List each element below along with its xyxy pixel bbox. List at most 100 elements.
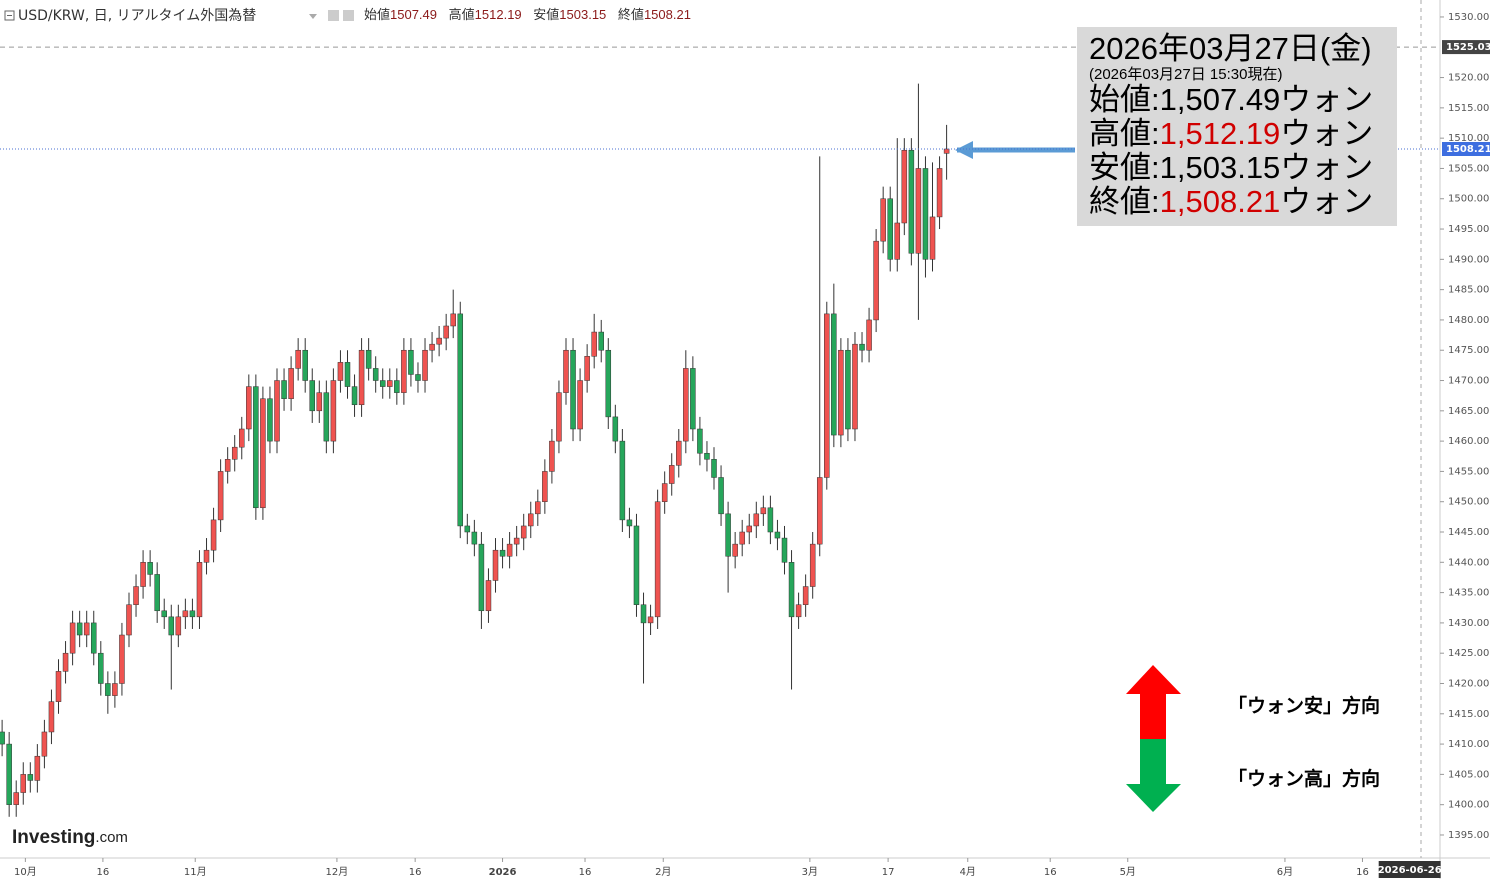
x-tick-label: 16 <box>97 867 110 878</box>
candle-body <box>267 398 273 442</box>
candle-body <box>908 150 915 254</box>
y-tick-label: 1440.00 <box>1448 557 1489 568</box>
y-tick-label: 1495.00 <box>1448 224 1489 235</box>
candle-body <box>443 325 449 339</box>
last-price-box <box>1442 141 1490 156</box>
candle-body <box>34 755 41 781</box>
annotation-date: 2026年03月27日(金) <box>1089 31 1372 66</box>
candle-body <box>901 150 908 224</box>
y-tick-label: 1480.00 <box>1448 315 1489 326</box>
label: 終値 <box>618 7 644 22</box>
y-tick-label: 1420.00 <box>1448 678 1489 689</box>
candle-body <box>112 683 118 696</box>
x-tick-label: 11月 <box>184 866 207 878</box>
x-tick-label: 6月 <box>1277 866 1293 878</box>
candle-body <box>358 349 365 406</box>
candle-body <box>824 313 830 478</box>
candle-body <box>612 416 619 442</box>
candle-body <box>894 222 901 260</box>
candle-body <box>492 549 499 581</box>
row-unit: ウォン <box>1280 116 1374 151</box>
candle-body <box>690 368 696 430</box>
row-value: 1,512.19 <box>1159 116 1281 151</box>
candle-body <box>499 549 506 557</box>
icon[interactable] <box>328 10 339 21</box>
row-value: 1,503.15 <box>1159 150 1281 185</box>
candle-body <box>210 519 217 551</box>
cursor-date-box <box>1378 861 1441 878</box>
candle-body <box>788 562 795 618</box>
x-tick-label: 4月 <box>960 866 976 878</box>
x-tick-label: 10月 <box>14 866 37 878</box>
y-tick-label: 1490.00 <box>1448 254 1489 265</box>
candle-body <box>556 392 562 442</box>
candle-body <box>295 349 301 369</box>
y-tick-label: 1415.00 <box>1448 709 1489 720</box>
collapse-icon[interactable] <box>4 10 15 21</box>
last-price-label: 1508.21 <box>1446 144 1490 155</box>
y-tick-label: 1505.00 <box>1448 163 1489 174</box>
candle-body <box>718 477 724 515</box>
candle-body <box>506 543 513 557</box>
candle-body <box>577 380 583 430</box>
candle-body <box>48 701 55 733</box>
candle-body <box>774 531 781 539</box>
candle-body <box>69 622 76 654</box>
row-unit: ウォン <box>1280 82 1374 117</box>
candle-body <box>422 349 428 381</box>
row-label: 終値: <box>1089 184 1160 219</box>
icon[interactable] <box>343 10 354 21</box>
x-tick-label: 2月 <box>655 866 671 878</box>
candle-body <box>175 616 182 636</box>
candle-body <box>189 610 196 618</box>
candle-body <box>943 148 950 154</box>
annotation-rows: 始値:1,507.49ウォン 高値:1,512.19ウォン 安値:1,503.15ウ… <box>1077 83 1397 219</box>
annotation-box: 2026年03月27日(金) (2026年03月27日 15:30現在) 始値:… <box>1077 27 1397 226</box>
down-arrow <box>1126 739 1181 812</box>
candle-body <box>231 446 238 460</box>
candle-body <box>668 465 675 484</box>
y-tick-label: 1520.00 <box>1448 73 1489 84</box>
reference-label-box <box>1442 40 1490 55</box>
cursor-date-label: 2026-06-26 <box>1378 865 1442 876</box>
candle-body <box>0 731 5 745</box>
candle-body <box>224 459 231 472</box>
y-tick-label: 1405.00 <box>1448 769 1489 780</box>
candle-body <box>866 319 872 351</box>
x-tick-label: 16 <box>409 867 422 878</box>
logo-text: .com <box>95 829 128 846</box>
candle-body <box>683 368 689 442</box>
direction-down: 「ウォン高」方向 <box>1228 768 1381 790</box>
candle-body <box>316 392 323 412</box>
candle-body <box>83 622 90 636</box>
candle-body <box>203 549 210 563</box>
candle-body <box>746 525 753 533</box>
y-tick-label: 1470.00 <box>1448 376 1489 387</box>
candle-body <box>809 543 816 587</box>
row-label: 始値: <box>1089 82 1160 117</box>
candle-body <box>781 537 788 563</box>
pointer-arrow-head <box>955 141 973 159</box>
candle-body <box>647 616 654 624</box>
dropdown-icon[interactable] <box>309 14 317 19</box>
candle-body <box>309 380 315 412</box>
candle-body <box>711 459 717 478</box>
value: 1503.15 <box>559 7 606 22</box>
candle-body <box>168 616 175 636</box>
candle-body <box>598 331 604 351</box>
y-tick-label: 1435.00 <box>1448 588 1489 599</box>
candle-body <box>591 331 597 357</box>
candle-body <box>372 368 379 381</box>
candle-body <box>795 604 802 618</box>
candle-body <box>13 792 19 805</box>
candle-body <box>239 428 245 448</box>
candle-body <box>697 428 703 454</box>
candle-body <box>20 774 27 793</box>
candle-body <box>76 622 83 636</box>
candle-body <box>55 671 62 702</box>
candle-body <box>676 440 682 466</box>
candle-body <box>605 349 612 418</box>
candle-body <box>387 380 393 387</box>
candle-body <box>704 452 710 460</box>
row-label: 安値: <box>1089 150 1160 185</box>
